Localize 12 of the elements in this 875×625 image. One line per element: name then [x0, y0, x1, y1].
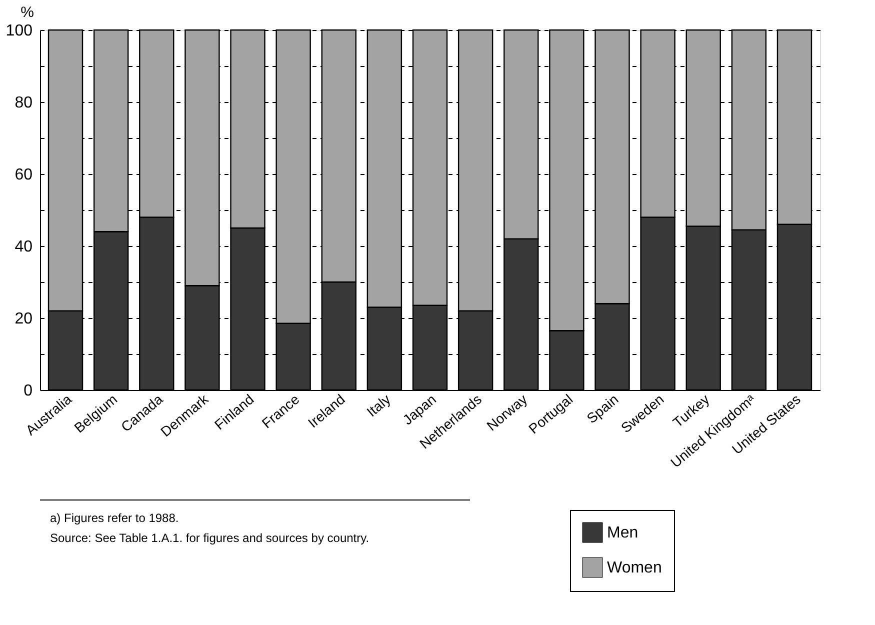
text: a) Figures refer to 1988.: [50, 511, 179, 525]
y-tick-label: 100: [6, 22, 33, 40]
source-note: Source: See Table 1.A.1. for figures and sources by country.: [50, 531, 370, 545]
x-tick-label: Italy: [363, 390, 394, 420]
y-tick-label: 40: [14, 238, 33, 256]
legend-label: Women: [607, 560, 662, 576]
y-axis-title: %: [20, 4, 34, 21]
y-tick-label: 80: [14, 94, 33, 112]
y-tick-label: 0: [24, 382, 33, 400]
y-tick-label: 60: [14, 166, 33, 184]
legend-label: Men: [607, 524, 638, 542]
y-tick-label: 20: [14, 310, 33, 328]
